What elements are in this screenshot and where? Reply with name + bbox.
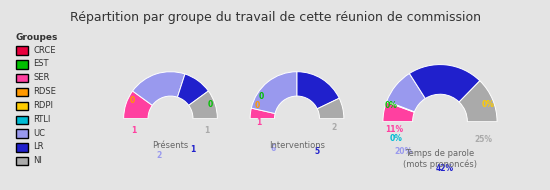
FancyBboxPatch shape [16,74,29,82]
Text: 0%: 0% [385,101,398,110]
Wedge shape [297,72,339,109]
Text: 2: 2 [156,151,161,160]
Text: EST: EST [34,59,49,68]
Wedge shape [124,119,217,165]
Text: RTLI: RTLI [34,115,51,124]
Text: 6: 6 [271,144,276,153]
Text: NI: NI [34,156,42,165]
Wedge shape [124,91,152,119]
Text: 2: 2 [332,123,337,132]
Text: SER: SER [34,73,50,82]
FancyBboxPatch shape [16,157,29,165]
FancyBboxPatch shape [16,143,29,152]
Text: Temps de parole
(mots prononcés): Temps de parole (mots prononcés) [403,149,477,169]
FancyBboxPatch shape [16,116,29,124]
Wedge shape [387,74,425,112]
Wedge shape [250,119,344,165]
Wedge shape [250,108,275,119]
Text: 1: 1 [190,145,196,154]
Wedge shape [409,65,480,102]
FancyBboxPatch shape [16,129,29,138]
FancyBboxPatch shape [16,88,29,96]
FancyBboxPatch shape [16,46,29,55]
Wedge shape [178,74,208,105]
Wedge shape [251,72,297,114]
Text: 1: 1 [205,126,210,135]
Wedge shape [459,81,497,122]
Text: 11%: 11% [385,125,403,134]
Text: 0: 0 [258,92,264,101]
Wedge shape [383,122,497,179]
Text: Présents: Présents [152,141,189,150]
Text: 42%: 42% [436,164,454,173]
Text: 0: 0 [130,96,135,105]
Text: 20%: 20% [395,147,413,156]
Wedge shape [383,102,414,122]
Text: CRCE: CRCE [34,46,56,55]
Text: RDSE: RDSE [34,87,56,96]
Text: 1: 1 [256,118,261,127]
Wedge shape [133,72,185,105]
FancyBboxPatch shape [16,60,29,69]
Text: 25%: 25% [474,135,492,144]
Text: 0: 0 [207,100,213,109]
Text: 0%: 0% [390,134,403,142]
Wedge shape [189,91,217,119]
Text: Interventions: Interventions [269,141,325,150]
Text: RDPI: RDPI [34,101,53,110]
Text: 0%: 0% [482,100,494,108]
Text: LR: LR [34,142,44,151]
FancyBboxPatch shape [16,102,29,110]
Text: 1: 1 [131,126,136,135]
Text: Groupes: Groupes [16,33,58,42]
Wedge shape [317,98,344,119]
Text: Répartition par groupe du travail de cette réunion de commission: Répartition par groupe du travail de cet… [69,11,481,24]
Wedge shape [387,101,415,112]
Text: UC: UC [34,129,45,138]
Text: 5: 5 [315,147,320,156]
Text: 0: 0 [254,101,260,110]
